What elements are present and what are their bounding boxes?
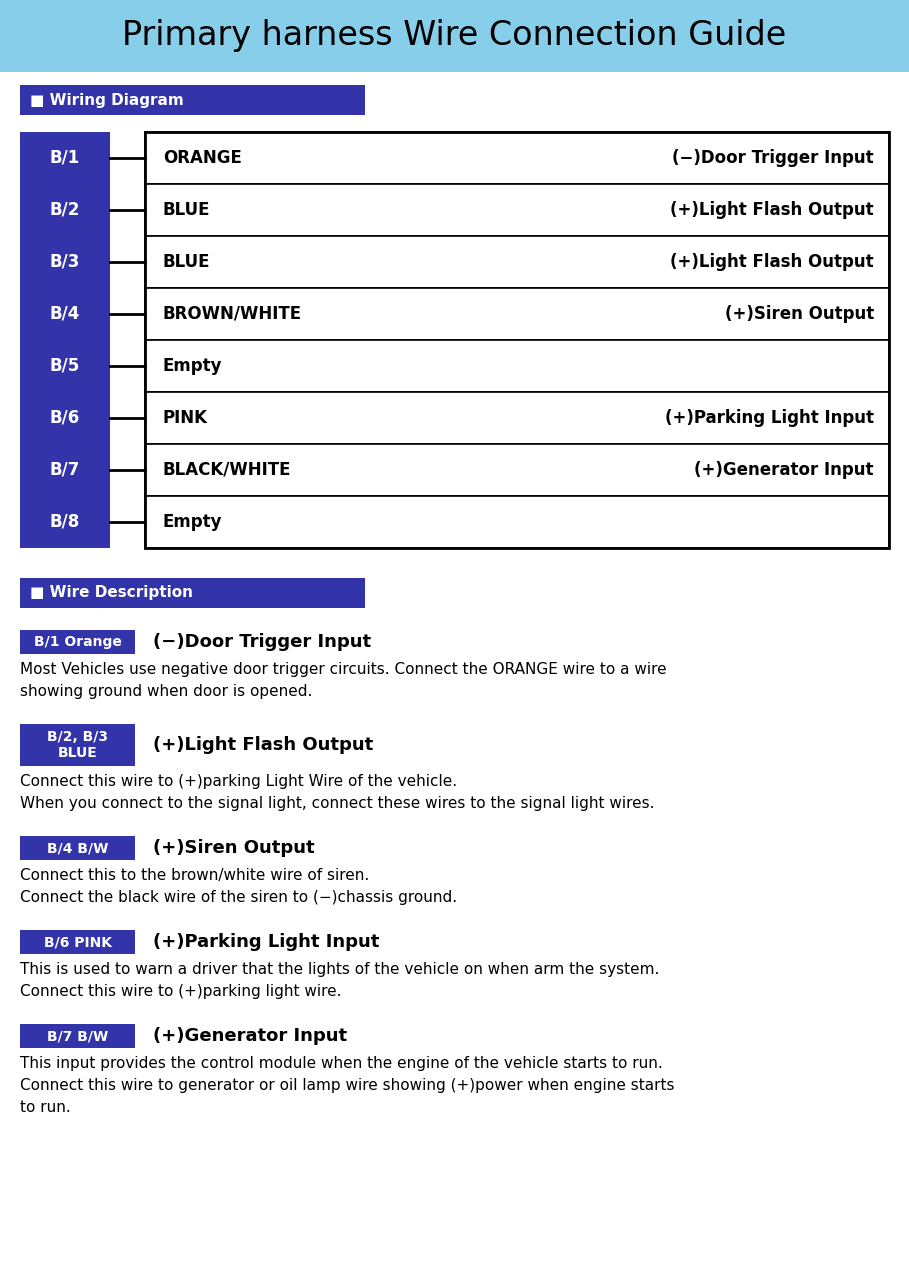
Text: B/5: B/5	[50, 358, 80, 376]
Text: (+)Light Flash Output: (+)Light Flash Output	[670, 201, 874, 219]
Bar	[145, 392, 889, 444]
Text: B/4 B/W: B/4 B/W	[46, 841, 108, 855]
Bar	[145, 340, 889, 392]
Text: Connect this to the brown/white wire of siren.: Connect this to the brown/white wire of …	[20, 868, 369, 883]
Text: B/1: B/1	[50, 149, 80, 167]
Text: Connect the black wire of the siren to (−)chassis ground.: Connect the black wire of the siren to (…	[20, 890, 457, 905]
Bar	[20, 132, 110, 184]
Text: PINK: PINK	[163, 409, 208, 427]
Bar	[20, 836, 135, 860]
Text: ORANGE: ORANGE	[163, 149, 242, 167]
Text: (+)Siren Output: (+)Siren Output	[724, 305, 874, 323]
Text: Connect this wire to (+)parking Light Wire of the vehicle.: Connect this wire to (+)parking Light Wi…	[20, 774, 457, 790]
Text: (+)Light Flash Output: (+)Light Flash Output	[153, 736, 374, 754]
Text: (−)Door Trigger Input: (−)Door Trigger Input	[153, 633, 371, 651]
Bar	[145, 288, 889, 340]
Text: (+)Siren Output: (+)Siren Output	[153, 838, 315, 856]
Text: (+)Parking Light Input: (+)Parking Light Input	[665, 409, 874, 427]
Bar	[20, 392, 110, 444]
Text: When you connect to the signal light, connect these wires to the signal light wi: When you connect to the signal light, co…	[20, 796, 654, 811]
Text: Primary harness Wire Connection Guide: Primary harness Wire Connection Guide	[123, 19, 786, 53]
Bar	[20, 288, 110, 340]
Text: B/7: B/7	[50, 460, 80, 478]
Text: Empty: Empty	[163, 358, 223, 376]
Text: ■ Wire Description: ■ Wire Description	[30, 585, 193, 601]
Text: This input provides the control module when the engine of the vehicle starts to : This input provides the control module w…	[20, 1056, 663, 1071]
Bar	[20, 444, 110, 496]
Bar	[20, 1024, 135, 1048]
Text: to run.: to run.	[20, 1100, 71, 1115]
Text: B/4: B/4	[50, 305, 80, 323]
Text: B/3: B/3	[50, 253, 80, 271]
Bar	[20, 237, 110, 288]
Text: B/6 PINK: B/6 PINK	[44, 935, 112, 949]
Bar	[20, 184, 110, 237]
Text: BROWN/WHITE: BROWN/WHITE	[163, 305, 302, 323]
Bar	[20, 577, 365, 608]
Text: B/1 Orange: B/1 Orange	[34, 635, 122, 649]
Text: showing ground when door is opened.: showing ground when door is opened.	[20, 684, 313, 700]
Bar	[145, 444, 889, 496]
Text: (+)Generator Input: (+)Generator Input	[153, 1028, 347, 1046]
Bar	[0, 0, 909, 72]
Text: B/7 B/W: B/7 B/W	[47, 1029, 108, 1043]
Bar	[20, 724, 135, 766]
Text: B/6: B/6	[50, 409, 80, 427]
Text: B/8: B/8	[50, 513, 80, 531]
Bar	[20, 630, 135, 655]
Bar	[145, 496, 889, 548]
Text: This is used to warn a driver that the lights of the vehicle on when arm the sys: This is used to warn a driver that the l…	[20, 962, 659, 977]
Text: B/2, B/3
BLUE: B/2, B/3 BLUE	[47, 730, 108, 760]
Text: BLUE: BLUE	[163, 253, 211, 271]
Text: (+)Light Flash Output: (+)Light Flash Output	[670, 253, 874, 271]
Bar	[20, 930, 135, 954]
Text: Connect this wire to (+)parking light wire.: Connect this wire to (+)parking light wi…	[20, 984, 342, 999]
Text: BLACK/WHITE: BLACK/WHITE	[163, 460, 292, 478]
Bar	[20, 496, 110, 548]
Bar	[20, 85, 365, 114]
Bar	[145, 132, 889, 184]
Text: Empty: Empty	[163, 513, 223, 531]
Text: BLUE: BLUE	[163, 201, 211, 219]
Bar	[145, 237, 889, 288]
Text: Most Vehicles use negative door trigger circuits. Connect the ORANGE wire to a w: Most Vehicles use negative door trigger …	[20, 662, 666, 676]
Bar	[20, 340, 110, 392]
Text: (+)Generator Input: (+)Generator Input	[694, 460, 874, 478]
Bar	[145, 184, 889, 237]
Text: ■ Wiring Diagram: ■ Wiring Diagram	[30, 93, 184, 108]
Text: (+)Parking Light Input: (+)Parking Light Input	[153, 934, 379, 952]
Text: (−)Door Trigger Input: (−)Door Trigger Input	[673, 149, 874, 167]
Text: Connect this wire to generator or oil lamp wire showing (+)power when engine sta: Connect this wire to generator or oil la…	[20, 1078, 674, 1093]
Text: B/2: B/2	[50, 201, 80, 219]
Bar	[145, 132, 889, 548]
